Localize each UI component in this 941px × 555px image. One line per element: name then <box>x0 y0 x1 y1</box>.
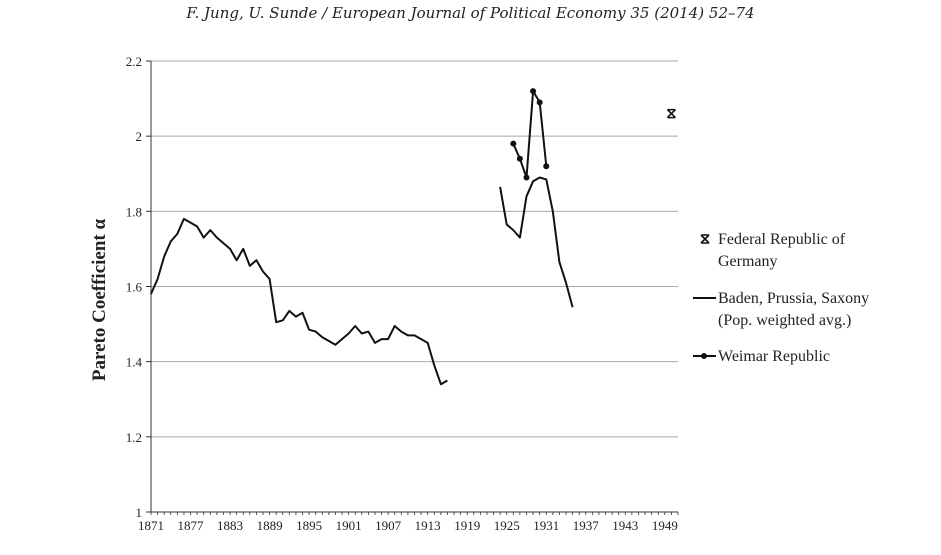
legend: Federal Republic of Germany Baden, Prussia… <box>693 231 869 365</box>
legend-marker-federal-republic <box>700 234 710 244</box>
legend-marker-weimar-republic <box>701 353 707 359</box>
legend-label-weimar-republic: Weimar Republic <box>718 348 830 365</box>
series-line-baden-prussia-saxony <box>499 176 574 308</box>
y-tick-label: 2.2 <box>126 54 142 69</box>
y-tick-label: 1.8 <box>126 204 142 219</box>
x-tick-label: 1931 <box>533 518 559 533</box>
x-tick-label: 1925 <box>494 518 520 533</box>
data-point-weimar-republic <box>516 155 523 162</box>
data-point-weimar-republic <box>510 140 517 147</box>
data-point-weimar-republic <box>530 88 537 95</box>
series <box>150 87 676 386</box>
y-tick-label: 2 <box>136 129 143 144</box>
x-tick-label: 1943 <box>612 518 638 533</box>
axes <box>146 60 679 515</box>
y-axis-title: Pareto Coefficient α <box>89 219 110 382</box>
legend-label-baden-prussia-saxony: Baden, Prussia, Saxony (Pop. weighted avg… <box>718 290 869 329</box>
data-point-weimar-republic <box>543 163 550 170</box>
x-tick-label: 1895 <box>296 518 322 533</box>
y-tick-label: 1.6 <box>126 280 143 295</box>
x-tick-label: 1901 <box>336 518 362 533</box>
y-tick-labels: 1 1.2 1.4 1.6 1.8 2 2.2 <box>126 54 143 520</box>
x-tick-label: 1889 <box>257 518 283 533</box>
y-tick-label: 1.2 <box>126 430 142 445</box>
data-point-federal-republic <box>666 108 676 119</box>
x-tick-labels: 1871 1877 1883 1889 1895 1901 1907 1913 1919 1925… <box>138 518 678 533</box>
x-tick-label: 1913 <box>415 518 441 533</box>
y-tick-label: 1 <box>136 505 143 520</box>
x-tick-label: 1937 <box>573 518 600 533</box>
grid-lines <box>151 60 678 438</box>
x-tick-label: 1919 <box>454 518 480 533</box>
legend-label-federal-republic: Federal Republic of Germany <box>718 231 846 270</box>
x-tick-label: 1877 <box>178 518 205 533</box>
x-tick-label: 1883 <box>217 518 243 533</box>
x-tick-label: 1871 <box>138 518 164 533</box>
data-point-weimar-republic <box>536 99 543 106</box>
y-tick-label: 1.4 <box>126 355 143 370</box>
series-line-baden-prussia-saxony <box>150 217 448 386</box>
journal-header: F. Jung, U. Sunde / European Journal of … <box>186 4 755 22</box>
x-tick-label: 1907 <box>375 518 402 533</box>
x-tick-label: 1949 <box>652 518 678 533</box>
data-point-weimar-republic <box>523 174 530 181</box>
